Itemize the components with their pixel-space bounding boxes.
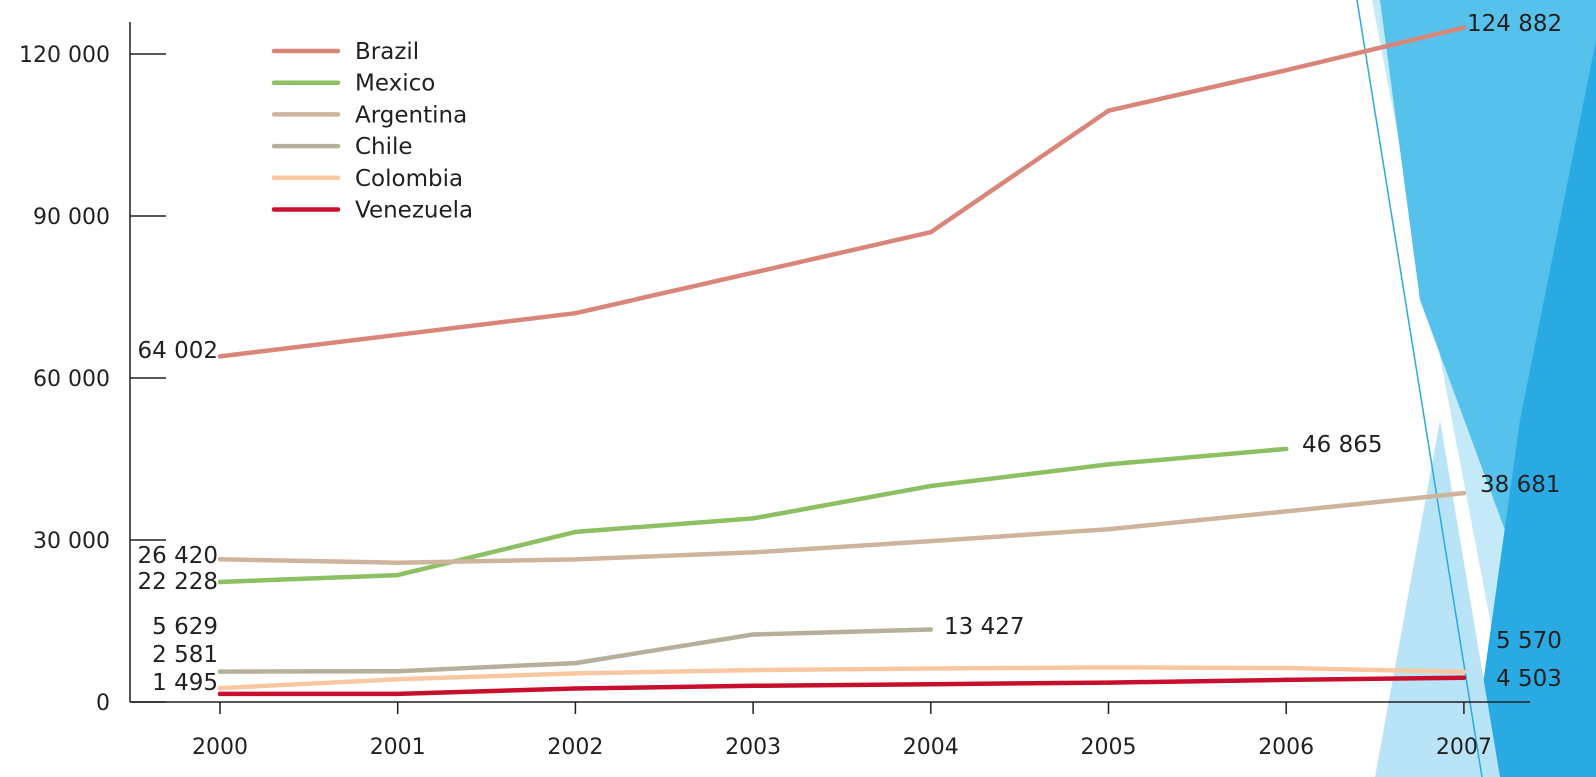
data-point-argentina <box>573 557 578 562</box>
series-line-venezuela <box>217 675 1467 697</box>
data-point-argentina <box>217 557 223 562</box>
data-label-brazil: 64 002 <box>138 338 218 364</box>
data-point-argentina <box>1461 490 1467 496</box>
data-point-mexico <box>395 572 400 578</box>
decorative-accent-shapes <box>1356 0 1596 777</box>
data-label-mexico: 22 228 <box>138 569 218 595</box>
data-point-venezuela <box>928 681 933 687</box>
accent-shape-deep <box>1470 40 1596 777</box>
x-tick-label: 2007 <box>1436 735 1492 760</box>
data-label-mexico: 46 865 <box>1302 432 1382 458</box>
data-point-brazil <box>1106 108 1111 113</box>
data-point-brazil <box>395 332 400 337</box>
data-point-colombia <box>573 671 578 676</box>
legend: Brazil Mexico Argentina Chile Colombia Venezu… <box>271 39 473 224</box>
y-tick-label: 0 <box>96 691 110 716</box>
x-tick-label: 2006 <box>1258 735 1314 760</box>
data-point-argentina <box>395 560 400 565</box>
y-tick-label: 60 000 <box>33 367 110 392</box>
data-point-colombia <box>750 667 756 673</box>
data-point-brazil <box>1284 68 1289 73</box>
chart-axes: 0 30 000 60 000 90 000 120 000 2000 2001 2002 20… <box>19 22 1530 760</box>
series-line-brazil <box>217 25 1467 359</box>
data-point-colombia <box>1106 665 1111 670</box>
data-label-venezuela: 4 503 <box>1496 666 1562 692</box>
data-point-brazil <box>750 270 756 275</box>
data-point-colombia <box>217 685 223 691</box>
legend-label-chile: Chile <box>355 134 413 160</box>
series-layer <box>217 25 1467 697</box>
x-tick-label: 2000 <box>192 735 248 760</box>
data-point-mexico <box>1106 462 1111 467</box>
data-point-venezuela <box>750 683 756 688</box>
x-tick-label: 2005 <box>1081 735 1137 760</box>
data-point-colombia <box>928 666 933 671</box>
data-point-mexico <box>750 516 756 521</box>
data-point-venezuela <box>1284 677 1289 683</box>
data-point-argentina <box>750 550 756 555</box>
legend-label-mexico: Mexico <box>355 71 435 97</box>
y-tick-label: 30 000 <box>33 529 110 554</box>
legend-label-venezuela: Venezuela <box>355 198 473 224</box>
data-point-venezuela <box>573 686 578 691</box>
data-label-colombia: 2 581 <box>152 642 218 668</box>
data-point-chile <box>395 669 400 674</box>
legend-label-argentina: Argentina <box>355 102 467 128</box>
data-point-argentina <box>928 538 933 544</box>
x-tick-label: 2004 <box>903 735 959 760</box>
data-point-venezuela <box>1106 680 1111 685</box>
data-point-venezuela <box>395 691 400 697</box>
data-label-colombia: 5 570 <box>1496 628 1562 654</box>
data-label-argentina: 38 681 <box>1480 472 1560 498</box>
data-label-chile: 13 427 <box>944 614 1024 640</box>
accent-shape-pale <box>1375 420 1500 777</box>
x-tick-label: 2002 <box>547 735 603 760</box>
legend-label-colombia: Colombia <box>355 166 463 192</box>
series-line-colombia <box>217 665 1467 691</box>
data-point-chile <box>750 632 756 637</box>
data-point-brazil <box>928 230 933 235</box>
legend-label-brazil: Brazil <box>355 39 419 65</box>
data-point-brazil <box>573 311 578 316</box>
data-point-colombia <box>1284 665 1289 671</box>
data-point-argentina <box>1106 527 1111 532</box>
data-labels-layer: 64 002 124 882 22 228 46 865 26 420 38 681 5 6… <box>138 11 1563 696</box>
accent-thin-line <box>1356 0 1483 777</box>
y-tick-label: 90 000 <box>33 205 110 230</box>
data-label-brazil: 124 882 <box>1467 11 1562 37</box>
data-point-brazil <box>217 354 223 359</box>
data-label-chile: 5 629 <box>152 614 218 640</box>
y-tick-label: 120 000 <box>19 43 110 68</box>
data-label-argentina: 26 420 <box>138 543 218 569</box>
data-point-colombia <box>395 677 400 682</box>
x-tick-label: 2001 <box>370 735 426 760</box>
data-point-venezuela <box>1461 675 1467 680</box>
data-point-brazil <box>1461 25 1467 30</box>
data-point-mexico <box>1284 446 1289 452</box>
data-point-mexico <box>928 483 933 489</box>
data-point-colombia <box>1461 669 1467 675</box>
x-tick-label: 2003 <box>725 735 781 760</box>
data-point-chile <box>928 627 933 632</box>
data-point-mexico <box>573 529 578 535</box>
series-line-argentina <box>217 490 1467 565</box>
data-point-chile <box>217 669 223 674</box>
data-point-chile <box>573 660 578 666</box>
data-point-argentina <box>1284 509 1289 514</box>
data-point-mexico <box>217 579 223 585</box>
data-label-venezuela: 1 495 <box>152 670 218 696</box>
data-point-venezuela <box>217 691 223 697</box>
